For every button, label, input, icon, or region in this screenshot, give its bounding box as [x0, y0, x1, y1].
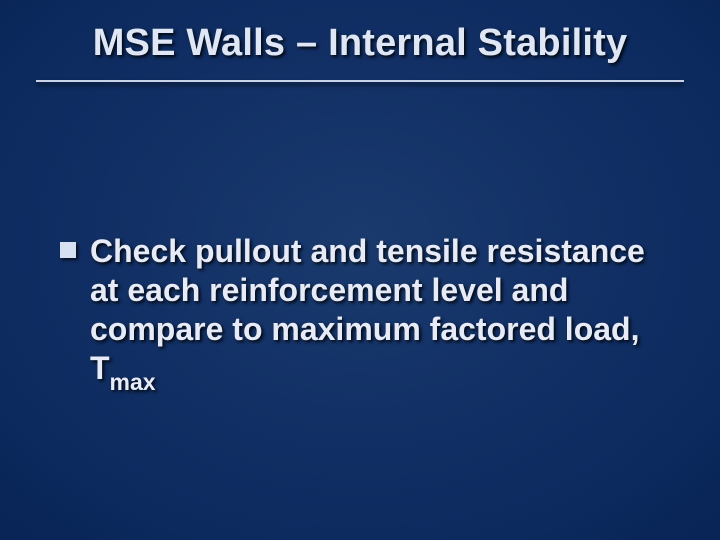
- bullet-text: Check pullout and tensile resistance at …: [90, 232, 670, 393]
- square-bullet-icon: [60, 242, 76, 258]
- bullet-item: Check pullout and tensile resistance at …: [60, 232, 670, 393]
- title-divider: [36, 80, 684, 82]
- slide-title: MSE Walls – Internal Stability: [0, 22, 720, 65]
- slide-body: Check pullout and tensile resistance at …: [60, 232, 670, 393]
- bullet-text-main: Check pullout and tensile resistance at …: [90, 233, 645, 386]
- bullet-text-subscript: max: [110, 369, 156, 395]
- slide-container: MSE Walls – Internal Stability Check pul…: [0, 0, 720, 540]
